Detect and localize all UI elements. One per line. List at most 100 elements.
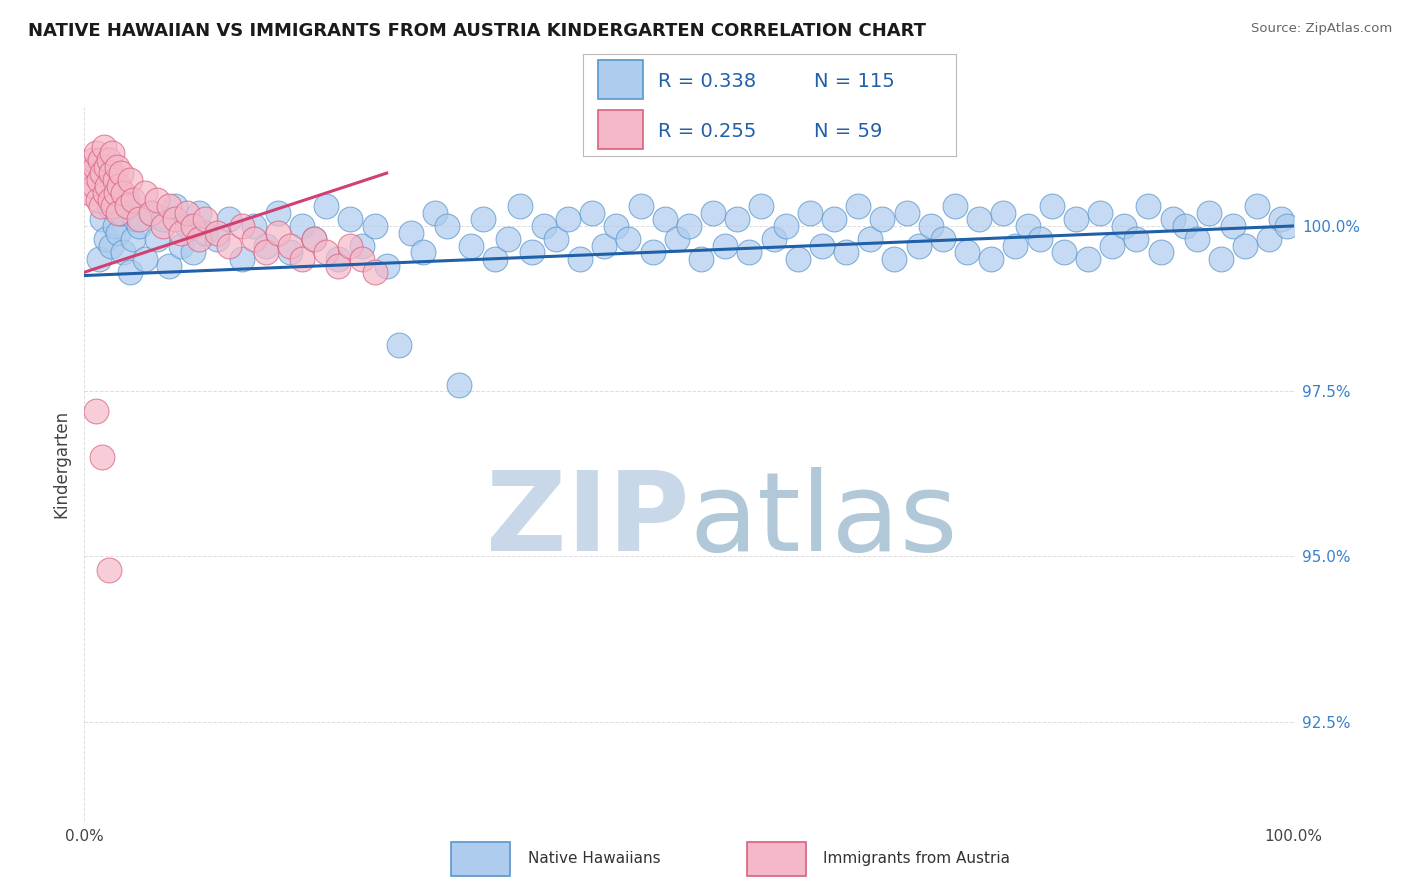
Point — [714, 239, 737, 253]
Point — [315, 245, 337, 260]
Point — [823, 212, 845, 227]
Point — [388, 338, 411, 352]
Point — [690, 252, 713, 266]
Point — [97, 563, 120, 577]
Point — [181, 245, 204, 260]
Point — [165, 199, 187, 213]
Point — [79, 186, 101, 200]
Point — [254, 239, 277, 253]
Point — [94, 160, 117, 174]
Point — [751, 199, 773, 213]
Text: Source: ZipAtlas.com: Source: ZipAtlas.com — [1251, 22, 1392, 36]
Point — [423, 206, 446, 220]
Point — [617, 232, 640, 246]
Point — [762, 232, 785, 246]
Point — [533, 219, 555, 233]
Point — [86, 146, 108, 161]
Point — [120, 172, 142, 186]
Point — [328, 252, 350, 266]
Point — [399, 226, 422, 240]
Point — [1234, 239, 1257, 253]
Text: R = 0.255: R = 0.255 — [658, 122, 756, 141]
Point — [112, 245, 135, 260]
Point — [1101, 239, 1123, 253]
Point — [194, 212, 217, 227]
Point — [581, 206, 603, 220]
Point — [82, 153, 104, 167]
Text: NATIVE HAWAIIAN VS IMMIGRANTS FROM AUSTRIA KINDERGARTEN CORRELATION CHART: NATIVE HAWAIIAN VS IMMIGRANTS FROM AUSTR… — [28, 22, 927, 40]
Point — [194, 226, 217, 240]
Point — [291, 219, 314, 233]
Point — [1246, 199, 1268, 213]
Point — [1198, 206, 1220, 220]
Point — [1004, 239, 1026, 253]
Point — [654, 212, 676, 227]
Point — [86, 193, 108, 207]
FancyBboxPatch shape — [599, 110, 643, 149]
Point — [146, 193, 169, 207]
Point — [121, 193, 143, 207]
Point — [872, 212, 894, 227]
Point — [134, 252, 156, 266]
Point — [1125, 232, 1147, 246]
Point — [188, 232, 211, 246]
Point — [460, 239, 482, 253]
Text: R = 0.338: R = 0.338 — [658, 71, 756, 91]
Text: Immigrants from Austria: Immigrants from Austria — [824, 851, 1011, 866]
Y-axis label: Kindergarten: Kindergarten — [52, 409, 70, 518]
Point — [859, 232, 882, 246]
Point — [1040, 199, 1063, 213]
Point — [96, 179, 118, 194]
Text: ZIP: ZIP — [485, 467, 689, 574]
Point — [128, 212, 150, 227]
Point — [520, 245, 543, 260]
Point — [449, 377, 471, 392]
Point — [139, 206, 162, 220]
Point — [231, 219, 253, 233]
Point — [218, 212, 240, 227]
Point — [134, 186, 156, 200]
Point — [188, 206, 211, 220]
Point — [103, 199, 125, 213]
Point — [725, 212, 748, 227]
Point — [207, 232, 229, 246]
Point — [267, 226, 290, 240]
Point — [152, 219, 174, 233]
Point — [110, 166, 132, 180]
Point — [165, 212, 187, 227]
Point — [352, 252, 374, 266]
Point — [363, 219, 385, 233]
Point — [278, 245, 301, 260]
Point — [1174, 219, 1197, 233]
Point — [91, 212, 114, 227]
Point — [83, 179, 105, 194]
Point — [943, 199, 966, 213]
Point — [907, 239, 929, 253]
Point — [121, 232, 143, 246]
Point — [1053, 245, 1076, 260]
Point — [89, 153, 111, 167]
Point — [94, 186, 117, 200]
Point — [278, 239, 301, 253]
Point — [509, 199, 531, 213]
Point — [108, 179, 131, 194]
Point — [97, 199, 120, 213]
Point — [956, 245, 979, 260]
Point — [181, 219, 204, 233]
Point — [1064, 212, 1087, 227]
Point — [1222, 219, 1244, 233]
Point — [883, 252, 905, 266]
Point — [91, 166, 114, 180]
Point — [328, 259, 350, 273]
Point — [569, 252, 592, 266]
Point — [107, 226, 129, 240]
Point — [107, 206, 129, 220]
Point — [100, 239, 122, 253]
Point — [896, 206, 918, 220]
Point — [799, 206, 821, 220]
Point — [170, 239, 193, 253]
Point — [105, 160, 128, 174]
FancyBboxPatch shape — [599, 60, 643, 99]
FancyBboxPatch shape — [747, 842, 806, 876]
Point — [1114, 219, 1136, 233]
